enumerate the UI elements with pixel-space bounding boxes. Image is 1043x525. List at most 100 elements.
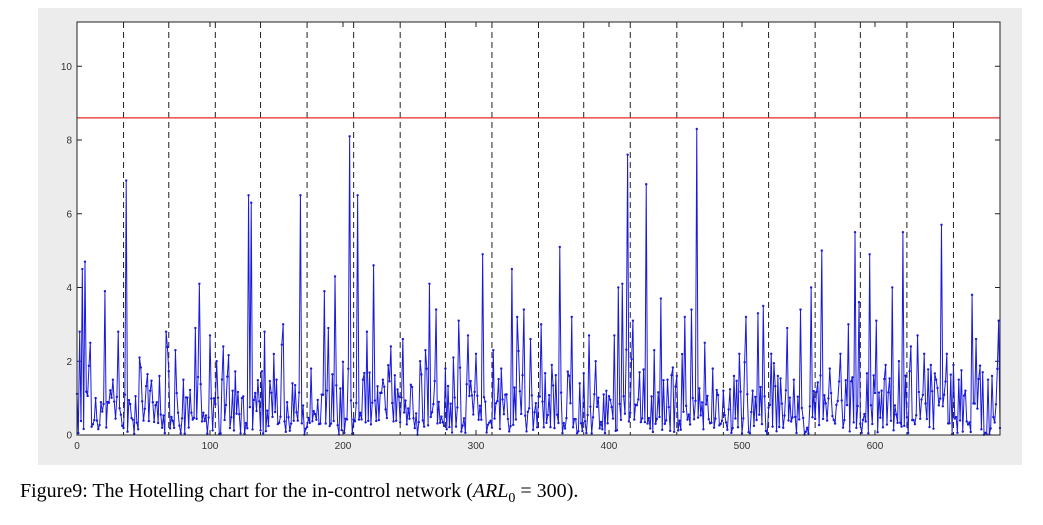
figure-panel: 0 100 200 300 400 500 600 0 2 4 6 8 10 xyxy=(38,8,1022,465)
data-point xyxy=(813,417,817,421)
data-point xyxy=(288,429,291,432)
data-point xyxy=(922,352,926,356)
figure-caption: Figure9: The Hotelling chart for the in-… xyxy=(20,480,578,507)
data-point xyxy=(89,341,92,345)
data-point xyxy=(712,426,716,429)
data-point xyxy=(617,286,620,289)
data-point xyxy=(591,416,595,419)
data-point xyxy=(424,348,427,352)
data-point xyxy=(478,404,482,408)
data-point xyxy=(782,426,785,429)
data-point xyxy=(549,425,552,429)
data-point xyxy=(683,315,686,319)
data-point xyxy=(115,395,119,399)
data-point xyxy=(816,381,819,384)
data-point xyxy=(767,406,770,410)
data-point xyxy=(799,308,802,311)
data-point xyxy=(420,373,423,376)
data-point xyxy=(127,398,131,402)
data-point xyxy=(327,326,330,330)
data-point xyxy=(86,394,89,398)
data-point xyxy=(355,401,358,405)
data-point xyxy=(660,428,664,432)
data-point xyxy=(239,432,242,435)
data-point xyxy=(271,415,274,419)
data-point xyxy=(582,372,585,375)
data-point xyxy=(509,424,512,428)
data-point xyxy=(155,400,158,404)
data-point xyxy=(945,352,948,356)
data-point xyxy=(668,429,672,433)
data-point xyxy=(525,430,528,433)
data-point xyxy=(256,379,260,382)
data-point xyxy=(163,431,166,435)
data-point xyxy=(287,416,290,419)
data-point xyxy=(699,414,702,417)
caption-arl: ARL0 xyxy=(472,480,516,506)
data-point xyxy=(496,399,499,403)
data-point xyxy=(690,308,693,311)
data-point xyxy=(210,397,213,400)
data-point xyxy=(990,374,994,378)
data-point xyxy=(371,401,374,404)
data-point xyxy=(827,397,830,400)
data-point xyxy=(502,413,506,416)
data-point xyxy=(786,326,789,330)
data-point xyxy=(425,367,428,370)
data-point xyxy=(565,416,568,420)
data-point xyxy=(393,374,397,377)
data-point xyxy=(755,418,758,422)
data-point xyxy=(518,390,522,393)
data-point xyxy=(529,337,532,341)
data-point xyxy=(915,414,918,417)
data-point xyxy=(759,385,762,389)
data-point xyxy=(547,393,551,397)
data-point xyxy=(954,415,958,419)
data-point xyxy=(732,374,736,378)
data-point xyxy=(335,384,338,387)
data-point xyxy=(296,419,299,422)
data-point xyxy=(268,379,272,383)
data-point xyxy=(723,414,726,417)
data-point xyxy=(328,424,331,428)
data-point xyxy=(402,411,406,414)
data-point xyxy=(305,425,309,429)
data-point xyxy=(774,385,777,388)
data-point xyxy=(996,367,999,371)
data-point xyxy=(663,422,667,426)
data-point xyxy=(222,345,225,348)
data-point xyxy=(815,390,818,394)
data-point xyxy=(394,419,398,422)
data-point xyxy=(820,249,823,252)
data-point xyxy=(413,426,417,430)
data-point xyxy=(801,416,805,420)
data-point xyxy=(240,396,244,400)
data-point xyxy=(433,379,436,383)
y-tick-label: 6 xyxy=(66,209,72,220)
data-point xyxy=(516,315,519,319)
data-point xyxy=(980,428,983,431)
data-point xyxy=(113,400,116,403)
data-point xyxy=(770,352,773,356)
data-point xyxy=(603,431,607,435)
data-point xyxy=(500,367,503,370)
data-point xyxy=(657,391,660,394)
data-point xyxy=(994,403,998,406)
data-point xyxy=(117,330,120,333)
data-point xyxy=(497,377,500,381)
data-point xyxy=(449,402,452,405)
data-point xyxy=(601,428,604,431)
data-point xyxy=(607,395,611,398)
caption-arl-text: ARL xyxy=(472,480,509,502)
data-point xyxy=(901,230,905,234)
data-point xyxy=(811,416,814,419)
data-point xyxy=(252,398,256,402)
data-point xyxy=(944,380,947,383)
data-point xyxy=(206,432,209,435)
data-point xyxy=(706,394,709,398)
data-point xyxy=(879,416,882,419)
data-point xyxy=(258,400,261,403)
data-point xyxy=(678,419,681,422)
data-point xyxy=(735,379,738,383)
data-point xyxy=(391,401,394,405)
